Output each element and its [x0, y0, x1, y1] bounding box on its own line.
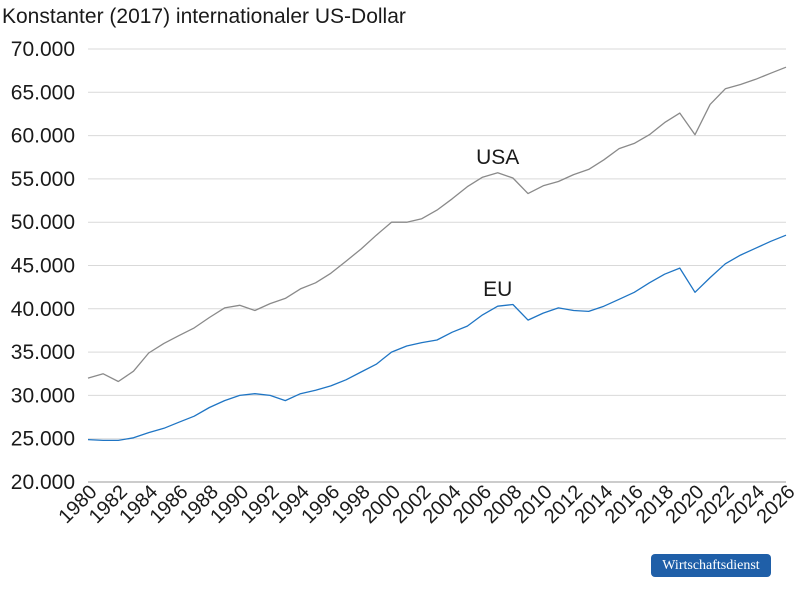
brand-logo-badge: Wirtschaftsdienst [651, 554, 771, 577]
y-tick-label: 40.000 [11, 298, 75, 321]
series-label-usa: USA [476, 146, 519, 169]
y-tick-label: 65.000 [11, 81, 75, 104]
series-label-eu: EU [483, 278, 512, 301]
y-tick-label: 25.000 [11, 428, 75, 451]
y-tick-label: 35.000 [11, 341, 75, 364]
y-tick-label: 60.000 [11, 125, 75, 148]
y-axis-tick-labels: 20.000 25.000 30.000 35.000 40.000 45.000 50.0… [11, 38, 75, 494]
y-tick-label: 70.000 [11, 38, 75, 61]
series-line-eu [87, 234, 787, 442]
gridlines [88, 48, 786, 483]
y-tick-label: 50.000 [11, 211, 75, 234]
series-lines [87, 66, 787, 442]
chart-title: Konstanter (2017) internationaler US-Dol… [2, 5, 406, 28]
y-tick-label: 30.000 [11, 384, 75, 407]
y-tick-label: 55.000 [11, 168, 75, 191]
series-labels: USA EU [476, 146, 519, 301]
series-line-usa [87, 66, 787, 383]
y-tick-label: 20.000 [11, 471, 75, 494]
x-axis-tick-labels: 1980198219841986198819901992199419961998… [55, 481, 800, 528]
y-tick-label: 45.000 [11, 255, 75, 278]
